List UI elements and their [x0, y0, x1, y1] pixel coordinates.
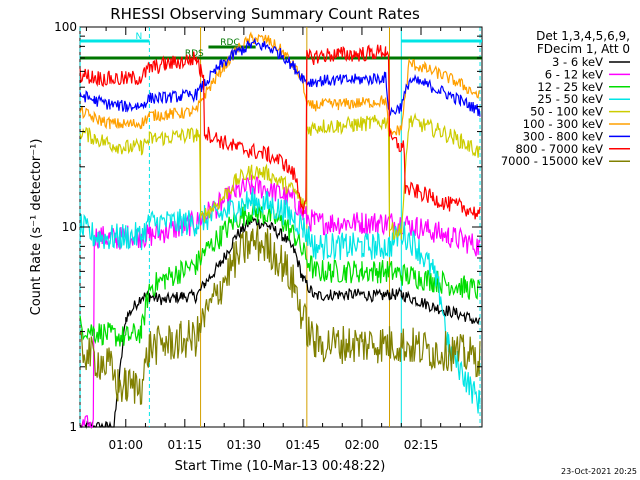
legend-header-0: Det 1,3,4,5,6,9, — [536, 29, 630, 43]
legend: Det 1,3,4,5,6,9,FDecim 1, Att 03 - 6 keV… — [501, 29, 630, 168]
legend-label-7: 800 - 7000 keV — [515, 142, 603, 156]
legend-label-3: 25 - 50 keV — [537, 92, 603, 106]
series-line-6 — [79, 37, 481, 117]
x-tick-label-0: 01:00 — [108, 438, 143, 452]
x-tick-label-5: 02:15 — [404, 438, 439, 452]
series-line-7 — [79, 44, 481, 220]
legend-label-2: 12 - 25 keV — [537, 80, 603, 94]
series-line-8 — [79, 225, 481, 405]
y-tick-label-0: 1 — [69, 420, 77, 434]
legend-label-0: 3 - 6 keV — [552, 55, 603, 69]
x-tick-label-2: 01:30 — [227, 438, 262, 452]
axis-ticks: 01:00 01:15 01:30 01:45 02:00 02:15 1 10 100 — [54, 20, 482, 452]
x-axis-label: Start Time (10-Mar-13 00:48:22) — [175, 459, 386, 474]
x-tick-label-4: 02:00 — [345, 438, 380, 452]
y-axis-label: Count Rate (s⁻¹ detector⁻¹) — [29, 139, 44, 316]
series-line-1 — [80, 174, 481, 428]
legend-label-5: 100 - 300 keV — [523, 117, 603, 131]
legend-header-1: FDecim 1, Att 0 — [537, 42, 630, 56]
legend-label-4: 50 - 100 keV — [530, 105, 603, 119]
series-line-4 — [79, 112, 481, 241]
legend-label-8: 7000 - 15000 keV — [501, 154, 603, 168]
chart-title: RHESSI Observing Summary Count Rates — [110, 5, 420, 23]
footer-date: 23-Oct-2021 20:25 — [561, 467, 637, 476]
legend-label-1: 6 - 12 keV — [545, 67, 603, 81]
series-line-2 — [79, 200, 481, 347]
x-tick-label-1: 01:15 — [168, 438, 203, 452]
flag-n-label: N — [135, 32, 142, 42]
x-tick-label-3: 01:45 — [286, 438, 321, 452]
flag-rdc-label: RDC — [220, 38, 239, 48]
legend-label-6: 300 - 800 keV — [523, 129, 603, 143]
y-tick-label-2: 100 — [54, 20, 77, 34]
series-group — [79, 31, 481, 429]
series-line-3 — [79, 187, 481, 414]
y-tick-label-1: 10 — [62, 220, 77, 234]
